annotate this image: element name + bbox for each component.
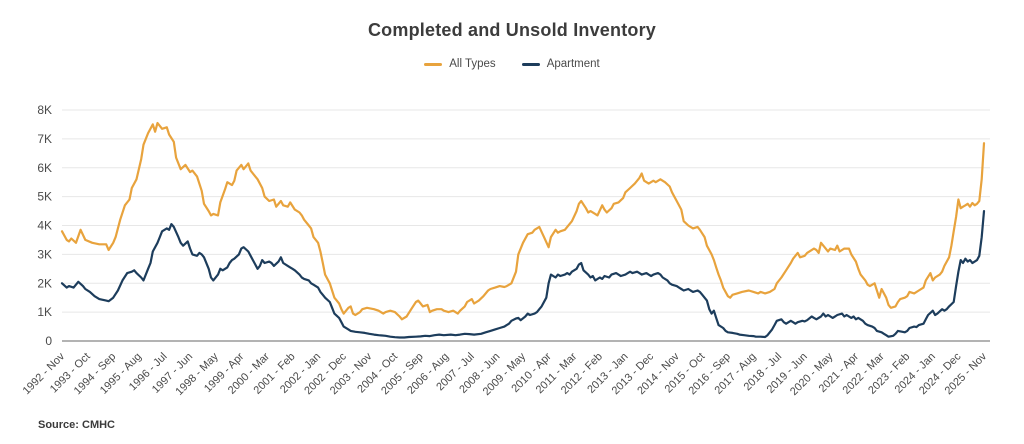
- y-axis-tick-label: 3K: [37, 247, 52, 261]
- y-axis-tick-label: 5K: [37, 190, 52, 204]
- y-axis-tick-label: 1K: [37, 305, 52, 319]
- chart-title: Completed and Unsold Inventory: [367, 20, 657, 40]
- apartment-line-swatch-icon: [521, 62, 540, 66]
- legend-label-apartment: Apartment: [546, 58, 600, 70]
- all-types-line-swatch-icon: [424, 62, 443, 66]
- y-axis-tick-label: 2K: [37, 276, 52, 290]
- series-line-apartment[interactable]: [60, 210, 986, 339]
- legend-label-all-types: All Types: [449, 58, 496, 70]
- y-axis-tick-label: 8K: [37, 103, 52, 117]
- source-caption: Source: CMHC: [38, 419, 116, 431]
- y-axis-tick-label: 6K: [37, 161, 52, 175]
- y-axis-tick-label: 4K: [37, 219, 52, 233]
- legend-item-apartment[interactable]: Apartment: [521, 58, 600, 70]
- y-axis-tick-label: 0: [45, 334, 52, 348]
- y-axis-tick-label: 7K: [37, 132, 52, 146]
- series-line-all-types[interactable]: [60, 121, 986, 321]
- chart-legend: All Types Apartment: [0, 58, 1024, 70]
- legend-item-all-types[interactable]: All Types: [424, 58, 496, 70]
